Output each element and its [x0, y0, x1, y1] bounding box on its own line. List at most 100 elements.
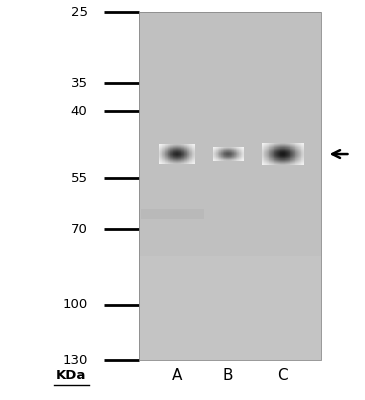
Text: B: B: [223, 368, 233, 384]
Bar: [276, 158, 277, 159]
Bar: [172, 149, 173, 150]
Bar: [300, 156, 301, 157]
Bar: [271, 158, 272, 159]
Bar: [159, 146, 160, 147]
Bar: [183, 157, 184, 158]
Bar: [263, 163, 264, 164]
Bar: [186, 157, 187, 158]
Bar: [166, 147, 167, 148]
Bar: [267, 153, 268, 154]
Bar: [177, 156, 178, 157]
Bar: [186, 161, 187, 162]
Bar: [187, 161, 188, 162]
Bar: [303, 146, 304, 147]
Bar: [279, 160, 280, 161]
Bar: [172, 148, 173, 149]
Bar: [168, 162, 169, 163]
Bar: [191, 151, 192, 152]
Bar: [302, 146, 303, 147]
Bar: [293, 159, 294, 160]
Bar: [180, 163, 181, 164]
Bar: [170, 148, 171, 149]
Bar: [174, 152, 175, 153]
Bar: [183, 147, 184, 148]
Bar: [288, 160, 289, 161]
Bar: [161, 159, 162, 160]
Bar: [186, 158, 187, 159]
Bar: [285, 146, 286, 147]
Bar: [289, 149, 291, 150]
Bar: [193, 144, 194, 145]
Bar: [284, 157, 285, 158]
Bar: [182, 163, 183, 164]
Bar: [273, 145, 274, 146]
Bar: [289, 160, 291, 161]
Bar: [168, 159, 169, 160]
Bar: [272, 160, 273, 161]
Bar: [272, 162, 273, 163]
Bar: [269, 153, 270, 154]
Bar: [189, 159, 190, 160]
Bar: [294, 158, 295, 159]
Bar: [177, 151, 178, 152]
Bar: [284, 147, 285, 148]
Bar: [188, 159, 189, 160]
Bar: [194, 147, 195, 148]
Bar: [303, 163, 304, 164]
Bar: [159, 160, 160, 161]
Bar: [299, 161, 300, 162]
Bar: [299, 145, 300, 146]
Bar: [164, 145, 165, 146]
Bar: [169, 150, 170, 151]
Bar: [262, 157, 263, 158]
Bar: [295, 144, 296, 145]
Bar: [165, 156, 166, 157]
Bar: [181, 148, 182, 149]
Bar: [176, 162, 177, 163]
Bar: [172, 152, 173, 153]
Bar: [283, 157, 284, 158]
Bar: [291, 162, 292, 163]
Bar: [194, 145, 195, 146]
Bar: [268, 146, 269, 147]
Bar: [160, 160, 161, 161]
Bar: [177, 149, 178, 150]
Bar: [272, 151, 273, 152]
Bar: [192, 150, 193, 151]
Bar: [269, 152, 270, 153]
Bar: [287, 157, 288, 158]
Bar: [284, 158, 285, 159]
Bar: [165, 154, 166, 155]
Bar: [169, 162, 170, 163]
Bar: [270, 151, 271, 152]
Bar: [191, 153, 192, 154]
Bar: [173, 149, 174, 150]
Bar: [178, 158, 179, 159]
Bar: [159, 159, 160, 160]
Bar: [192, 153, 193, 154]
Bar: [193, 162, 194, 163]
Bar: [186, 163, 187, 164]
Bar: [264, 146, 265, 147]
Bar: [293, 155, 294, 156]
Bar: [291, 163, 292, 164]
Bar: [160, 158, 161, 159]
Bar: [293, 160, 294, 161]
Bar: [180, 157, 181, 158]
Bar: [175, 151, 176, 152]
Bar: [295, 146, 296, 147]
Bar: [302, 150, 303, 151]
Bar: [176, 147, 177, 148]
Bar: [171, 157, 172, 158]
Bar: [163, 153, 164, 154]
Bar: [192, 162, 193, 163]
Bar: [184, 151, 185, 152]
Bar: [175, 158, 176, 159]
Bar: [282, 146, 283, 147]
Bar: [168, 148, 169, 149]
Bar: [181, 150, 182, 151]
Bar: [193, 150, 194, 151]
Bar: [191, 163, 192, 164]
Bar: [189, 156, 190, 157]
Bar: [193, 152, 194, 153]
